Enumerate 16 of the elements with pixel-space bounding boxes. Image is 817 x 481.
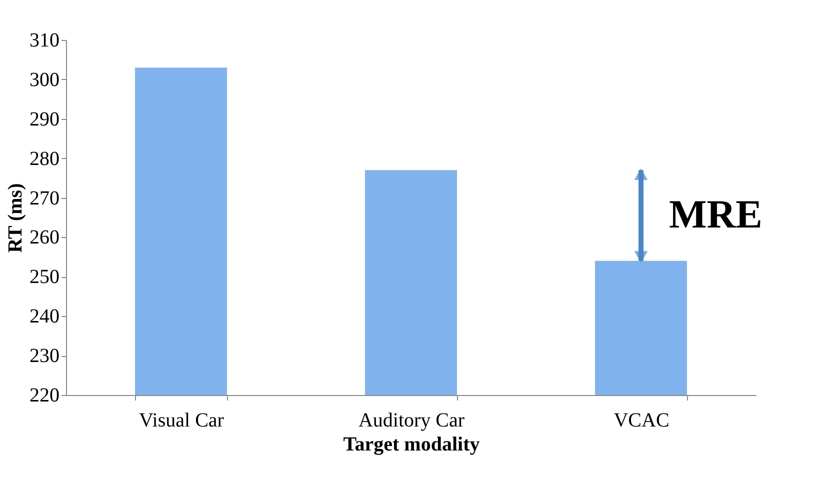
x-tick-label: VCAC <box>614 410 670 432</box>
y-tick-label: 230 <box>30 345 60 368</box>
y-tick-label: 280 <box>30 148 60 170</box>
y-tick-label: 300 <box>30 68 60 91</box>
y-axis-title: RT (ms) <box>4 183 26 253</box>
y-tick-label: 290 <box>30 108 60 130</box>
x-tick-label: Visual Car <box>139 410 224 432</box>
y-tick-label: 220 <box>30 384 60 406</box>
y-tick-label: 240 <box>30 306 60 328</box>
annotation: MRE <box>669 192 762 237</box>
y-tick-label: 270 <box>30 187 60 210</box>
y-tick-label: 250 <box>30 266 60 288</box>
x-tick-label: Auditory Car <box>358 410 465 432</box>
y-tick-label: 310 <box>30 30 60 52</box>
y-tick-label: 260 <box>30 226 60 249</box>
x-axis-title: Target modality <box>343 434 480 456</box>
